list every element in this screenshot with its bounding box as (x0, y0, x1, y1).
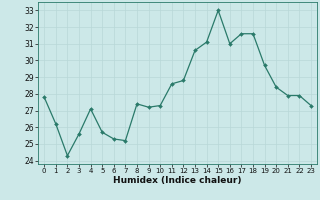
X-axis label: Humidex (Indice chaleur): Humidex (Indice chaleur) (113, 176, 242, 185)
